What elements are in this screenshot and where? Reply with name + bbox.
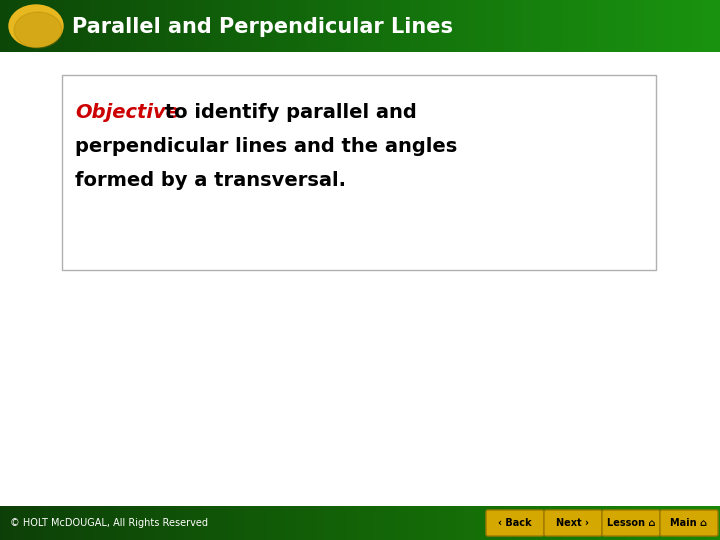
- Text: Main ⌂: Main ⌂: [670, 518, 708, 528]
- FancyBboxPatch shape: [660, 510, 718, 536]
- Text: Parallel and Perpendicular Lines: Parallel and Perpendicular Lines: [72, 17, 453, 37]
- Text: Lesson ⌂: Lesson ⌂: [607, 518, 655, 528]
- Text: formed by a transversal.: formed by a transversal.: [75, 172, 346, 191]
- Ellipse shape: [9, 5, 63, 47]
- FancyBboxPatch shape: [62, 75, 656, 270]
- FancyBboxPatch shape: [486, 510, 544, 536]
- FancyBboxPatch shape: [544, 510, 602, 536]
- Text: Objective: Objective: [75, 104, 179, 123]
- Text: Next ›: Next ›: [557, 518, 590, 528]
- Text: to identify parallel and: to identify parallel and: [158, 104, 417, 123]
- FancyBboxPatch shape: [0, 52, 720, 506]
- Text: © HOLT McDOUGAL, All Rights Reserved: © HOLT McDOUGAL, All Rights Reserved: [10, 518, 208, 528]
- Ellipse shape: [14, 12, 62, 48]
- Text: perpendicular lines and the angles: perpendicular lines and the angles: [75, 138, 457, 157]
- FancyBboxPatch shape: [602, 510, 660, 536]
- Text: ‹ Back: ‹ Back: [498, 518, 532, 528]
